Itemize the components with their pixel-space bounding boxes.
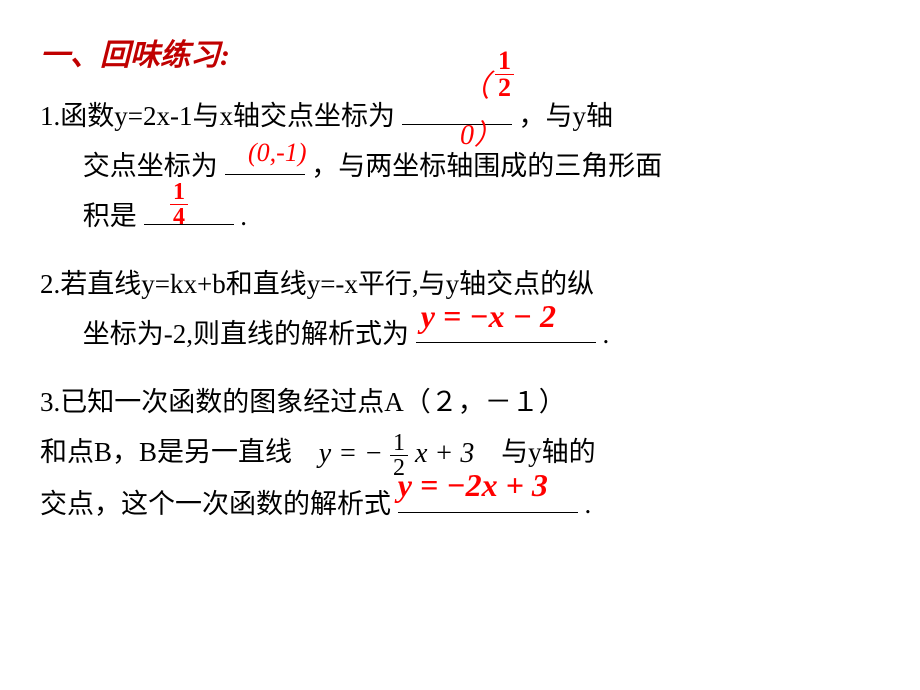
p1-text-5: 积是 — [83, 201, 137, 231]
p3-answer: y = −2x + 3 — [398, 469, 598, 501]
p1-answer-1-paren: （ — [460, 72, 490, 102]
problem-2: 2.若直线y=kx+b和直线y=-x平行,与y轴交点的纵 坐标为-2,则直线的解… — [40, 260, 880, 360]
p1-blank-3 — [144, 194, 234, 225]
frac-den: 2 — [495, 75, 514, 101]
p1-text-2: ，与y轴 — [518, 101, 613, 131]
formula-prefix: y = − — [319, 438, 383, 469]
p3-text-3: 交点，这个一次函数的解析式 — [40, 489, 391, 519]
p1-text-1: 1.函数y=2x-1与x轴交点坐标为 — [40, 101, 395, 131]
formula-suffix: x + 3 — [415, 438, 474, 469]
frac-num: 1 — [170, 180, 188, 205]
p2-text-1: 2.若直线y=kx+b和直线y=-x平行,与y轴交点的纵 — [40, 269, 594, 299]
p1-answer-1-zero: 0） — [460, 122, 502, 150]
frac-den: 4 — [170, 205, 188, 229]
p1-answer-1-frac: 1 2 — [495, 48, 514, 101]
slide-container: 一、回味练习: 1.函数y=2x-1与x轴交点坐标为 ，与y轴 交点坐标为 ，与… — [0, 0, 920, 568]
frac-num: 1 — [390, 431, 408, 456]
p1-text-4: ，与两坐标轴围成的三角形面 — [311, 151, 662, 181]
p2-blank-1: y = −x − 2 — [416, 312, 596, 343]
fraction-icon: 1 4 — [170, 180, 188, 229]
problem-3: 3.已知一次函数的图象经过点A（２，－１） 和点B，B是另一直线 y = − 1… — [40, 378, 880, 531]
problem-1: 1.函数y=2x-1与x轴交点坐标为 ，与y轴 交点坐标为 ，与两坐标轴围成的三… — [40, 92, 880, 242]
p2-answer: y = −x − 2 — [421, 300, 611, 332]
section-heading: 一、回味练习: — [40, 30, 880, 74]
p1-text-3: 交点坐标为 — [83, 151, 218, 181]
p2-text-2: 坐标为-2,则直线的解析式为 — [83, 319, 409, 349]
p3-blank-1: y = −2x + 3 — [398, 483, 578, 514]
fraction-icon: 1 2 — [495, 48, 514, 101]
p1-answer-2: (0,-1) — [248, 136, 306, 170]
p1-text-6: . — [240, 201, 247, 231]
p1-answer-3: 1 4 — [170, 180, 188, 229]
p3-text-1: 3.已知一次函数的图象经过点A（２，－１） — [40, 387, 566, 417]
frac-num: 1 — [495, 48, 514, 75]
p3-text-2b: 与y轴的 — [501, 437, 596, 467]
p3-text-2a: 和点B，B是另一直线 — [40, 437, 292, 467]
